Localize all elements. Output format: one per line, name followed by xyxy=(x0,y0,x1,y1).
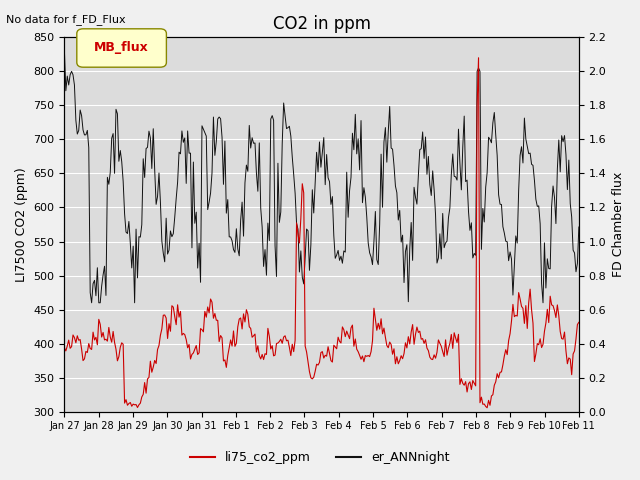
Text: No data for f_FD_Flux: No data for f_FD_Flux xyxy=(6,14,126,25)
Title: CO2 in ppm: CO2 in ppm xyxy=(273,15,371,33)
Text: MB_flux: MB_flux xyxy=(94,41,149,55)
Y-axis label: FD Chamber flux: FD Chamber flux xyxy=(612,172,625,277)
Legend: li75_co2_ppm, er_ANNnight: li75_co2_ppm, er_ANNnight xyxy=(186,446,454,469)
Y-axis label: LI7500 CO2 (ppm): LI7500 CO2 (ppm) xyxy=(15,167,28,282)
